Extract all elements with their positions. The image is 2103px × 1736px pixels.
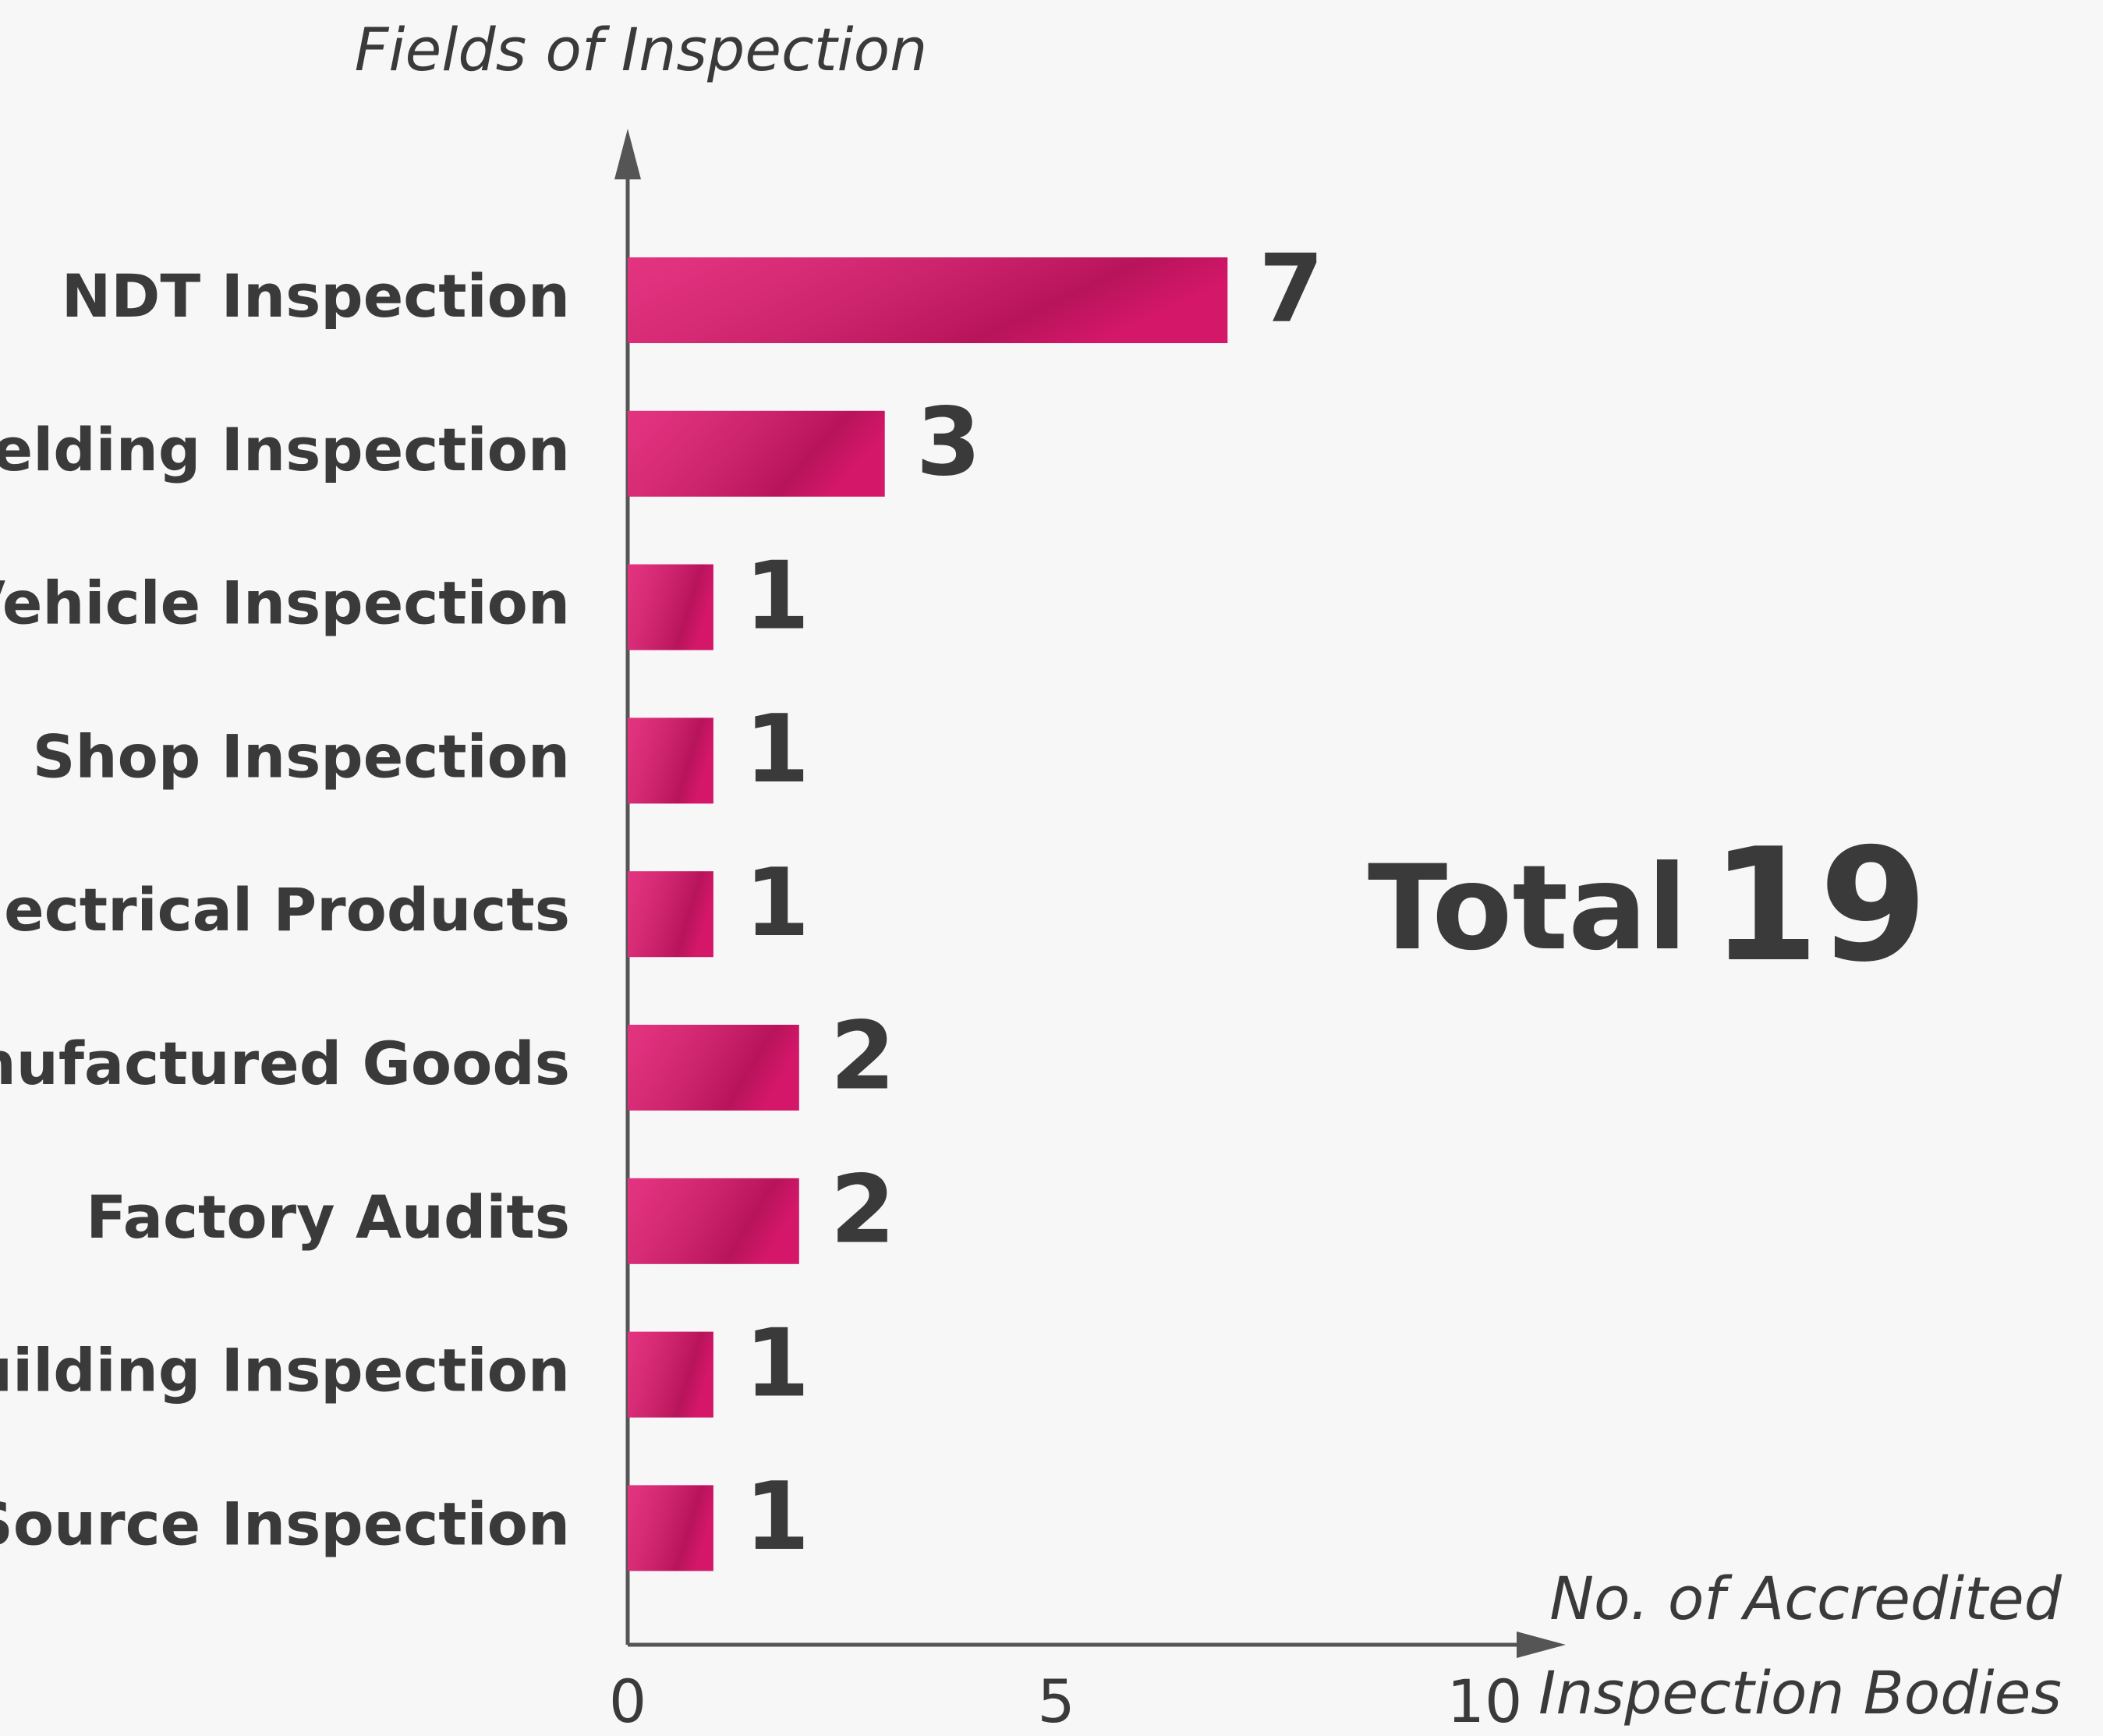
bar-shade	[628, 1178, 799, 1264]
y-axis-label: Fields of Inspection	[355, 15, 928, 84]
y-tick-label: NDT Inspection	[62, 261, 570, 331]
total-value: 19	[1711, 815, 1928, 997]
value-label: 2	[830, 1003, 896, 1111]
value-label: 1	[745, 849, 810, 958]
bar-shade	[628, 1331, 713, 1418]
x-axis-arrow	[1517, 1631, 1566, 1658]
value-label: 1	[745, 1309, 810, 1418]
bar-shade	[628, 871, 713, 958]
y-tick-label: Welding Inspection	[0, 415, 570, 484]
y-tick-label: Manufactured Goods	[0, 1029, 570, 1098]
bar-shade	[628, 717, 713, 804]
y-tick-label: Factory Audits	[86, 1182, 570, 1252]
value-label: 3	[916, 389, 982, 498]
bar-shade	[628, 410, 885, 497]
value-label: 1	[745, 1463, 810, 1571]
y-tick-label: Source Inspection	[0, 1489, 570, 1558]
value-label: 1	[745, 696, 810, 804]
total: Total 19	[1368, 815, 1928, 997]
total-label: Total	[1368, 841, 1687, 976]
bar-shade	[628, 564, 713, 650]
bar-shade	[628, 1485, 713, 1571]
value-label: 2	[830, 1157, 896, 1265]
bar-shade	[628, 1025, 799, 1111]
x-axis-label: Inspection Bodies	[1538, 1658, 2062, 1727]
x-tick-label: 10	[1447, 1667, 1523, 1736]
x-tick-label: 0	[609, 1667, 646, 1736]
y-axis-arrow	[614, 129, 641, 179]
y-tick-label: Electrical Products	[0, 875, 570, 944]
y-tick-label: Building Inspection	[0, 1336, 570, 1405]
bar-shade	[628, 257, 1228, 343]
y-tick-label: Shop Inspection	[33, 721, 570, 791]
value-label: 7	[1259, 236, 1324, 344]
y-tick-label: Vehicle Inspection	[0, 569, 570, 638]
x-tick-label: 5	[1037, 1667, 1075, 1736]
value-label: 1	[745, 542, 810, 650]
x-axis-label: No. of Accredited	[1549, 1564, 2062, 1633]
